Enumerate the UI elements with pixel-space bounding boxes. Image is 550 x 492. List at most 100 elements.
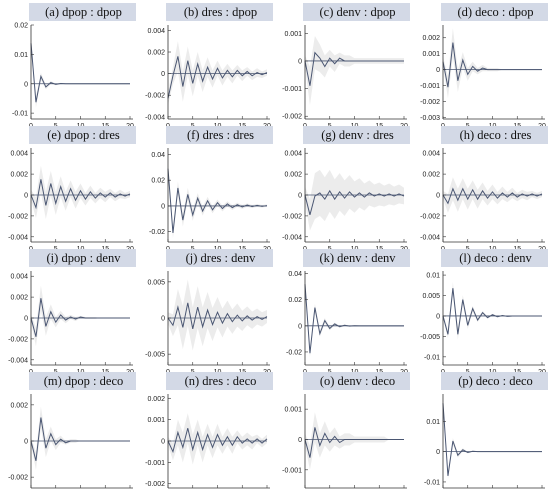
panel-title-bar (303, 126, 410, 144)
y-tick-label: -0.001 (420, 83, 440, 90)
y-tick-label: 0.02 (14, 23, 28, 30)
panel-title: (o) denv : deco (320, 374, 395, 388)
panel-title-bar (441, 372, 548, 390)
panel-title-bar (303, 3, 410, 21)
panel-title: (m) dpop : deco (44, 374, 124, 388)
y-tick-label: -0.004 (420, 234, 440, 241)
y-tick-label: 0 (161, 439, 165, 446)
response-line (30, 43, 130, 103)
y-tick-label: -0.02 (149, 229, 165, 236)
y-tick-label: -0.001 (145, 460, 165, 467)
y-tick-label: 0.01 (14, 52, 28, 59)
confidence-band (31, 37, 130, 108)
panel-title-bar (441, 126, 548, 144)
y-tick-label: 0.002 (147, 396, 165, 403)
y-tick-label: 0 (436, 449, 440, 456)
y-tick-label: 0 (298, 437, 302, 444)
irf-plot: (d) deco : dpop 0.002 0.001 0 -0.001 -0.002 -0… (420, 3, 548, 130)
panel-title: (p) deco : deco (458, 374, 533, 388)
panel-title-bar (29, 3, 136, 21)
panel-title: (h) deco : dres (460, 128, 532, 142)
confidence-band (168, 164, 267, 239)
y-tick-label: 0.002 (284, 172, 302, 179)
response-line (167, 428, 268, 454)
confidence-band (305, 412, 404, 470)
panel-title-bar (166, 372, 273, 390)
panel-title: (a) dpop : dpop (45, 5, 122, 19)
y-tick-label: 0.004 (10, 151, 28, 158)
irf-panel: (l) deco : denv0.010.0050-0.005-0.010510… (418, 249, 548, 376)
y-tick-label: -0.002 (420, 213, 440, 220)
confidence-band (168, 41, 267, 105)
confidence-band (31, 406, 130, 470)
y-tick-label: 0 (436, 193, 440, 200)
irf-panel: (b) dres : dpop0.0040.0020-0.002-0.00405… (143, 3, 273, 130)
irf-plot: (g) denv : dres0.0040.0020-0.002-0.00405… (282, 126, 410, 253)
irf-panel: (h) deco : dres0.0040.0020-0.002-0.00405… (418, 126, 548, 253)
response-line (30, 298, 130, 337)
panel-title: (c) denv : dpop (319, 5, 395, 19)
y-tick-label: 0 (161, 316, 165, 323)
y-tick-label: 0.01 (426, 419, 440, 426)
y-tick-label: 0 (436, 67, 440, 74)
y-tick-label: -0.004 (282, 234, 302, 241)
panel-title-bar (166, 249, 273, 267)
panel-title: (g) denv : dres (321, 128, 394, 142)
panel-title: (j) dres : denv (186, 251, 257, 265)
y-tick-label: 0.002 (422, 35, 440, 42)
panel-title: (f) dres : dres (187, 128, 254, 142)
panel-title: (b) dres : dpop (184, 5, 257, 19)
y-tick-label: -0.01 (424, 354, 440, 361)
response-line (304, 189, 405, 215)
response-line (442, 187, 543, 205)
y-tick-label: -0.002 (145, 481, 165, 488)
y-tick-label: 0.005 (147, 279, 165, 286)
irf-plot: (c) denv : dpop0.0010-0.001-0.0020510152… (282, 3, 410, 130)
y-tick-label: 0 (298, 58, 302, 65)
response-line (30, 179, 131, 210)
irf-panel: (i) dpop : denv0.0040.0020-0.002-0.00405… (6, 249, 136, 376)
y-tick-label: 0.01 (426, 273, 440, 280)
panel-title-bar (29, 126, 136, 144)
confidence-band (305, 169, 404, 231)
y-tick-label: 0 (298, 193, 302, 200)
irf-panel: (d) deco : dpop 0.002 0.001 0 -0.001 -0.002 -0… (418, 3, 548, 130)
y-tick-label: -0.005 (145, 352, 165, 359)
confidence-band (443, 400, 542, 480)
irf-panel: (e) dpop : dres0.0040.0020-0.002-0.00405… (6, 126, 136, 253)
y-tick-label: 0 (436, 313, 440, 320)
response-line (167, 168, 268, 234)
panel-title-bar (166, 126, 273, 144)
irf-plot: (l) deco : denv0.010.0050-0.005-0.010510… (420, 249, 548, 376)
panel-title: (n) dres : deco (185, 374, 257, 388)
irf-plot: (i) dpop : denv0.0040.0020-0.002-0.00405… (8, 249, 136, 376)
y-tick-label: 0.001 (422, 51, 440, 58)
y-tick-label: 0.002 (422, 172, 440, 179)
y-tick-label: 0 (24, 193, 28, 200)
response-line (304, 51, 404, 86)
y-tick-label: 0.004 (422, 151, 440, 158)
y-tick-label: 0.002 (147, 50, 165, 57)
y-tick-label: 0.001 (284, 407, 302, 414)
panel-title: (k) denv : denv (319, 251, 396, 265)
panel-title-bar (303, 249, 410, 267)
y-tick-label: 0.02 (288, 297, 302, 304)
y-tick-label: -0.01 (12, 111, 28, 118)
irf-panel: (c) denv : dpop0.0010-0.001-0.0020510152… (280, 3, 410, 130)
confidence-band (168, 279, 267, 351)
y-tick-label: -0.002 (8, 336, 28, 343)
response-line (304, 427, 404, 458)
response-line (442, 403, 542, 476)
panel-title-bar (441, 249, 548, 267)
irf-panel: (n) dres : deco0.0020.0010-0.001-0.00205… (143, 372, 273, 492)
